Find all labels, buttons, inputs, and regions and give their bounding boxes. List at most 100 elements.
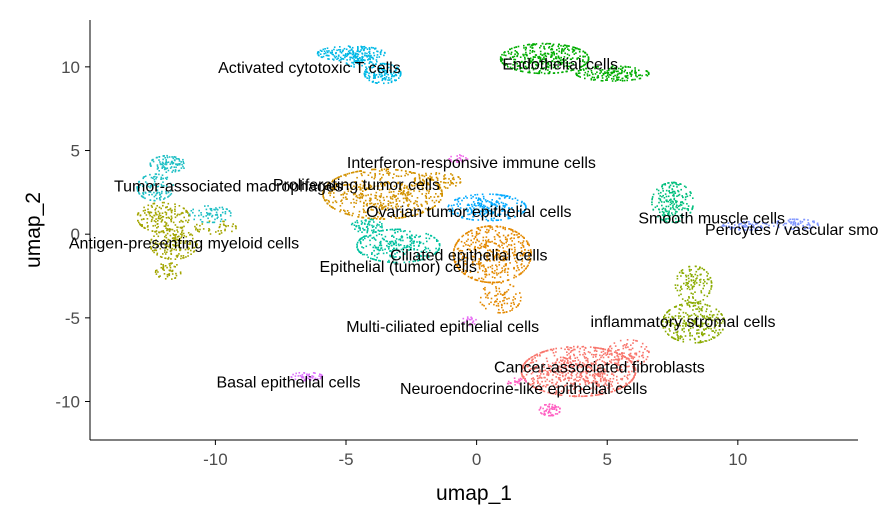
data-point <box>372 203 375 206</box>
data-point <box>689 327 692 330</box>
data-point <box>413 236 416 238</box>
data-point <box>173 245 175 247</box>
data-point <box>480 204 482 207</box>
data-point <box>151 193 153 196</box>
data-point <box>201 221 204 223</box>
data-point <box>452 252 455 254</box>
data-point <box>379 226 382 228</box>
data-point <box>368 217 371 220</box>
data-point <box>553 370 556 372</box>
data-point <box>575 386 577 388</box>
data-point <box>425 192 428 195</box>
data-point <box>471 262 474 264</box>
data-point <box>468 204 470 207</box>
data-point <box>523 202 525 205</box>
data-point <box>529 253 532 255</box>
data-point <box>341 199 343 201</box>
data-point <box>549 348 552 351</box>
data-point <box>703 294 706 297</box>
data-point <box>175 238 177 241</box>
data-point <box>207 205 209 207</box>
data-point <box>597 393 600 396</box>
data-point <box>406 245 408 247</box>
data-point <box>448 204 450 207</box>
data-point <box>417 210 420 212</box>
data-point <box>685 275 688 278</box>
data-point <box>671 182 674 185</box>
data-point <box>153 191 155 194</box>
data-point <box>748 223 750 225</box>
data-point <box>528 252 531 254</box>
data-point <box>506 195 508 197</box>
data-point <box>322 55 325 58</box>
data-point <box>503 51 506 53</box>
data-point <box>503 197 506 199</box>
data-point <box>410 172 413 174</box>
data-point <box>421 188 424 191</box>
data-point <box>411 185 414 187</box>
data-point <box>677 336 679 339</box>
data-point <box>358 194 361 196</box>
data-point <box>408 193 411 196</box>
data-point <box>605 380 608 382</box>
data-point <box>665 189 668 192</box>
data-point <box>373 73 376 75</box>
data-point <box>540 377 543 379</box>
data-point <box>620 366 622 368</box>
data-point <box>738 223 741 225</box>
data-point <box>478 247 481 250</box>
data-point <box>607 370 609 373</box>
data-point <box>483 246 486 248</box>
data-point <box>195 246 198 248</box>
data-point <box>178 205 181 207</box>
data-point <box>346 54 349 56</box>
data-point <box>675 221 678 223</box>
data-point <box>521 244 524 246</box>
data-point <box>366 254 368 256</box>
data-point <box>462 317 465 320</box>
data-point <box>682 207 684 209</box>
data-point <box>512 299 514 301</box>
data-point <box>620 68 622 70</box>
data-point <box>601 373 604 375</box>
data-point <box>411 214 413 217</box>
data-point <box>351 61 353 64</box>
data-point <box>396 251 398 254</box>
data-point <box>620 371 623 374</box>
data-point <box>417 253 419 255</box>
data-point <box>357 186 360 188</box>
data-point <box>187 246 189 248</box>
data-point <box>621 69 623 72</box>
data-point <box>599 367 602 369</box>
data-point <box>533 368 536 370</box>
data-point <box>492 251 494 253</box>
data-point <box>377 259 380 262</box>
data-point <box>669 184 672 187</box>
data-point <box>176 229 178 231</box>
data-point <box>577 380 580 382</box>
data-point <box>149 164 152 166</box>
data-point <box>723 322 726 324</box>
data-point <box>569 385 572 387</box>
data-point <box>174 205 176 208</box>
data-point <box>784 226 787 228</box>
data-point <box>509 66 512 69</box>
data-point <box>380 203 382 206</box>
data-point <box>438 243 441 245</box>
data-point <box>381 62 384 65</box>
data-point <box>566 351 568 353</box>
data-point <box>465 263 468 265</box>
data-point <box>504 250 506 253</box>
data-point <box>639 74 641 76</box>
data-point <box>744 226 747 228</box>
data-point <box>372 66 375 68</box>
data-point <box>159 197 161 199</box>
data-point <box>687 285 689 287</box>
data-point <box>675 331 677 334</box>
data-point <box>491 226 493 228</box>
data-point <box>397 181 399 184</box>
data-point <box>551 48 553 50</box>
data-point <box>537 381 539 383</box>
data-point <box>195 228 197 231</box>
data-point <box>674 328 677 330</box>
